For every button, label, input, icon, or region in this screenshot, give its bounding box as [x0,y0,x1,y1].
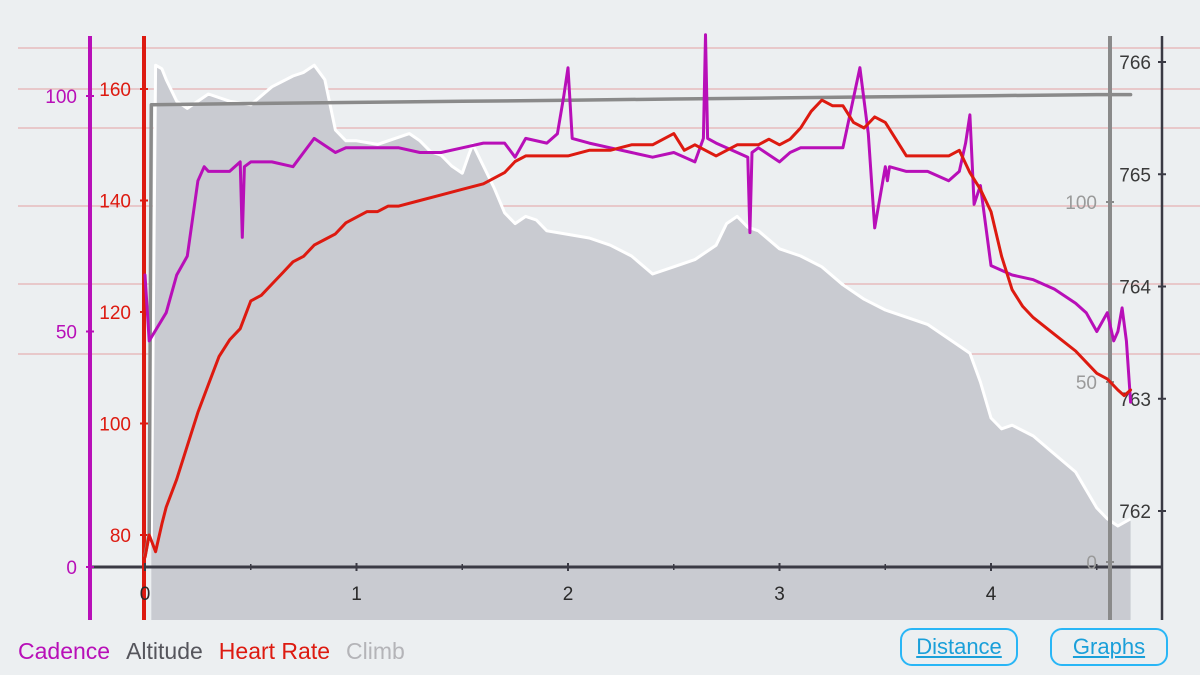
climb-tick-label: 100 [1065,193,1097,214]
altitude-tick-label: 763 [1119,390,1151,411]
x-tick-label: 4 [986,584,997,605]
altitude-tick-label: 762 [1119,502,1151,523]
climb-line [149,63,1132,545]
cadence-tick-label: 100 [45,87,77,108]
legend-climb: Climb [346,638,405,664]
distance-button[interactable]: Distance [900,628,1018,666]
altitude-tick-label: 764 [1119,278,1151,299]
legend-altitude: Altitude [126,638,203,664]
heart-rate-tick-label: 140 [99,192,131,213]
climb-tick-label: 0 [1086,553,1097,574]
x-tick-label: 1 [351,584,362,605]
altitude-tick-label: 765 [1119,165,1151,186]
altitude-line [143,92,1133,558]
heart-rate-tick-label: 120 [99,303,131,324]
chart: 0 1 2 3 4 0 50 100 80 100 120 140 160 762 763 764 765 766… [18,33,1200,620]
legend-cadence: Cadence [18,638,111,664]
heart-rate-tick-label: 80 [110,526,131,547]
legend: Cadence Altitude Heart Rate Climb [18,638,405,665]
cadence-tick-label: 50 [56,323,77,344]
legend-heart-rate: Heart Rate [218,638,331,664]
climb-tick-label: 50 [1076,373,1097,394]
heart-rate-tick-label: 160 [99,80,131,101]
heart-rate-line [143,98,1133,559]
x-tick-label: 2 [563,584,574,605]
cadence-line [143,33,1133,404]
x-tick-label: 0 [140,584,151,605]
graphs-button[interactable]: Graphs [1050,628,1168,666]
altitude-tick-label: 766 [1119,53,1151,74]
climb-area [151,65,1131,620]
heart-rate-tick-label: 100 [99,415,131,436]
x-tick-label: 3 [774,584,785,605]
cadence-tick-label: 0 [66,558,77,579]
